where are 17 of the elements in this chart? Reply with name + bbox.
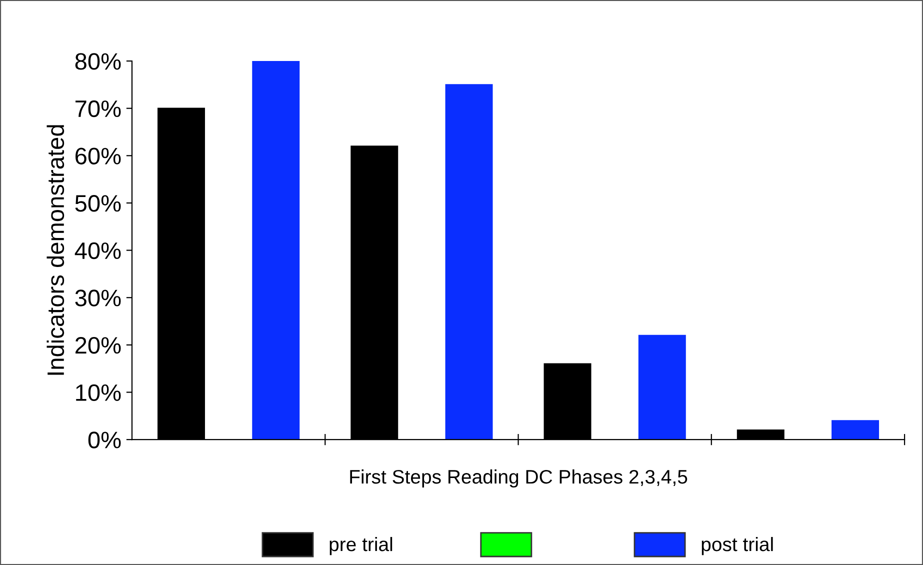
x-axis-title: First Steps Reading DC Phases 2,3,4,5: [350, 469, 688, 488]
bar: [832, 420, 880, 440]
y-tick-label: 60%: [76, 148, 121, 164]
y-tick-label: 0%: [88, 432, 121, 448]
y-axis-title: Indicators demonstrated: [46, 125, 64, 375]
y-tick-label: 20%: [76, 337, 121, 354]
y-tick-label: 70%: [76, 100, 121, 118]
y-tick-label: 10%: [76, 384, 121, 402]
bar: [252, 61, 300, 440]
y-tick-label: 50%: [75, 195, 121, 212]
y-tick-label: 30%: [75, 290, 121, 306]
bar: [445, 84, 493, 440]
y-tick-label: 80%: [75, 53, 121, 70]
bar: [638, 334, 686, 440]
legend-label: pre trial: [330, 536, 392, 556]
legend-label: post trial: [702, 536, 773, 556]
y-tick-label: 40%: [74, 242, 121, 260]
